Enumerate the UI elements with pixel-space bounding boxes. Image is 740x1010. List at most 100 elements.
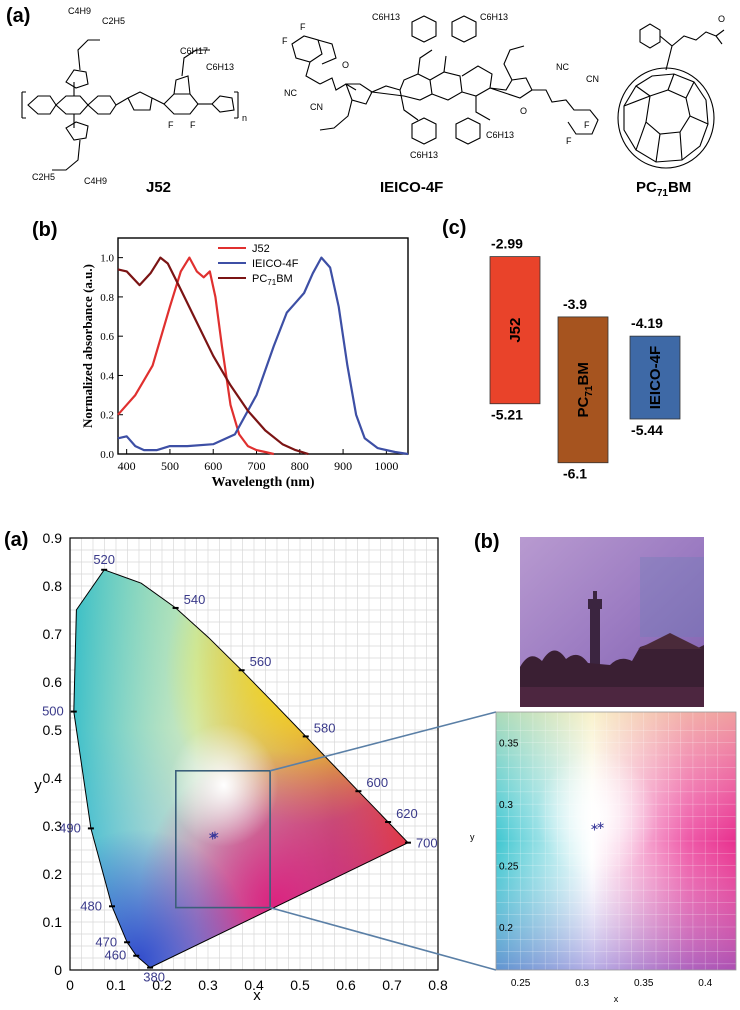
energy-bar-ieico-4f [629, 335, 681, 420]
ieico-label-cn1: CN [310, 102, 323, 112]
cie-xtick-label: 0.6 [336, 977, 356, 993]
inset-ytick-label: 0.35 [499, 739, 519, 750]
inset-ytick-label: 0.3 [499, 800, 513, 811]
energy-bar-label-tail: BM [575, 362, 592, 385]
cie-xtick-label: 0.7 [382, 977, 402, 993]
cie-ytick-label: 0.6 [43, 674, 63, 690]
legend-pc71bm-sub: 71 [267, 278, 276, 287]
energy-homo-label: -5.44 [631, 422, 663, 438]
ieico-label-nc2: NC [556, 62, 569, 72]
photo-haze [640, 557, 704, 637]
j52-label-c6h17: C6H17 [180, 46, 208, 56]
cie-xtick-label: 0.4 [244, 977, 264, 993]
legend-pc71bm-main: PC [252, 273, 267, 285]
absorbance-series [117, 256, 409, 456]
pc71bm-name-tail: BM [668, 179, 691, 196]
absorbance-ytick-label: 0.4 [100, 370, 114, 382]
absorbance-xtick-label: 500 [161, 459, 179, 473]
ieico-4f-name: IEICO-4F [380, 179, 443, 196]
absorbance-xtick-label: 900 [334, 459, 352, 473]
j52-label-f2: F [190, 120, 196, 130]
ieico-label-cn2: CN [586, 74, 599, 84]
cie-xtick-label: 0.3 [198, 977, 218, 993]
inset-point: ∗ [596, 820, 605, 832]
cie-axes: 0 0.1 0.2 0.3 0.4 0.5 0.6 0.7 0.8 0 0.1 0.2 0.3 0.4 0.… [43, 530, 448, 993]
absorbance-xlabel: Wavelength (nm) [211, 475, 314, 490]
bottom-panel-b-label: (b) [474, 531, 500, 553]
cie-ytick-label: 0.3 [43, 818, 63, 834]
ieico-4f-atom-labels: C6H13 C6H13 C6H13 C6H13 F F F F NC CN CN… [282, 12, 599, 160]
cie-ytick-label: 0.1 [43, 914, 63, 930]
cie-wavelength-label: 460 [105, 948, 127, 963]
absorbance-xtick-label: 1000 [374, 459, 398, 473]
absorbance-xtick-label: 400 [118, 459, 136, 473]
legend-pc71bm-label: PC71BM [252, 273, 293, 287]
j52-label-c2h5-top: C2H5 [102, 16, 125, 26]
ieico-label-c6h13-4: C6H13 [486, 130, 514, 140]
j52-label-c4h9-top: C4H9 [68, 6, 91, 16]
cie-point: ∗ [208, 829, 218, 843]
photo-roof [638, 633, 702, 649]
ieico-label-c6h13-1: C6H13 [372, 12, 400, 22]
absorbance-plot-frame [117, 237, 409, 455]
cie-xtick-label: 0 [66, 977, 74, 993]
cie-wavelength-label: 480 [80, 898, 102, 913]
absorbance-line-pc71bm [117, 256, 309, 456]
inset-xtick-label: 0.3 [575, 978, 589, 989]
absorbance-line-j52 [117, 256, 275, 456]
j52-label-c2h5-bottom: C2H5 [32, 172, 55, 182]
cie-ytick-label: 0.5 [43, 722, 63, 738]
cie-wavelength-label: 560 [250, 654, 272, 669]
ieico-label-f1: F [282, 36, 288, 46]
absorbance-axis-ticks: 400 500 600 700 800 900 1000 0.0 0.2 0.4 0.6 0.8 1.0 [100, 253, 398, 473]
ieico-label-c6h13-3: C6H13 [410, 150, 438, 160]
energy-bar-pc71bm [557, 316, 609, 464]
pc71bm-name-sub: 71 [657, 188, 669, 199]
absorbance-ytick-label: 0.8 [100, 292, 114, 304]
cie-wavelength-label: 600 [366, 775, 388, 790]
pc71bm-structure [617, 23, 725, 169]
cie-zoom-inset: 0.25 0.3 0.35 0.4 0.2 0.25 0.3 0.35 ∗∗ x y [470, 711, 737, 1004]
ieico-label-o1: O [342, 60, 349, 70]
top-panel-a-structures: (a) C4H9 C2H5 C6H17 C6H13 C2H5 C4H9 F F … [6, 5, 725, 199]
cie-ylabel: y [34, 777, 42, 794]
ieico-label-f2: F [300, 22, 306, 32]
ieico-label-nc1: NC [284, 88, 297, 98]
j52-label-f1: F [168, 120, 174, 130]
j52-label-c6h13: C6H13 [206, 62, 234, 72]
j52-atom-labels: C4H9 C2H5 C6H17 C6H13 C2H5 C4H9 F F n [32, 6, 247, 186]
cie-wavelength-label: 380 [143, 970, 165, 985]
campus-photo [520, 537, 704, 707]
absorbance-ylabel: Normalized absorbance (a.u.) [80, 264, 95, 428]
cie-wavelength-label: 520 [93, 552, 115, 567]
bottom-panel-a-label: (a) [4, 529, 28, 551]
energy-bar-label-main: IEICO-4F [647, 346, 664, 409]
energy-lumo-label: -3.9 [563, 296, 587, 312]
absorbance-legend: J52 IEICO-4F PC71BM [218, 243, 299, 287]
ieico-label-c6h13-2: C6H13 [480, 12, 508, 22]
cie-wavelength-label: 540 [184, 592, 206, 607]
j52-label-n: n [242, 113, 247, 123]
inset-point: ∗ [590, 821, 599, 833]
j52-name: J52 [146, 179, 171, 196]
inset-ytick-label: 0.2 [499, 923, 513, 934]
legend-ieico-label: IEICO-4F [252, 258, 299, 270]
energy-homo-label: -5.21 [491, 407, 523, 423]
ieico-label-f4: F [566, 136, 572, 146]
ieico-label-o2: O [520, 106, 527, 116]
cie-xtick-label: 0.1 [106, 977, 126, 993]
absorbance-xtick-label: 600 [204, 459, 222, 473]
cie-point: ∗ [210, 828, 220, 842]
cie-ytick-label: 0.4 [43, 770, 63, 786]
top-panel-a-label: (a) [6, 5, 30, 27]
cie-spectral-locus [73, 569, 409, 969]
inset-xlabel: x [614, 994, 619, 1004]
absorbance-xtick-label: 700 [248, 459, 266, 473]
absorbance-chart: (b) 400 500 600 700 800 900 1000 0.0 0.2 0.4 0.6 0.… [32, 219, 409, 490]
legend-pc71bm-tail: BM [276, 273, 293, 285]
energy-bar-label-sub: 71 [584, 385, 595, 397]
cie-xtick-label: 0.2 [152, 977, 172, 993]
absorbance-ytick-label: 0.6 [100, 331, 114, 343]
legend-j52-label: J52 [252, 243, 270, 255]
